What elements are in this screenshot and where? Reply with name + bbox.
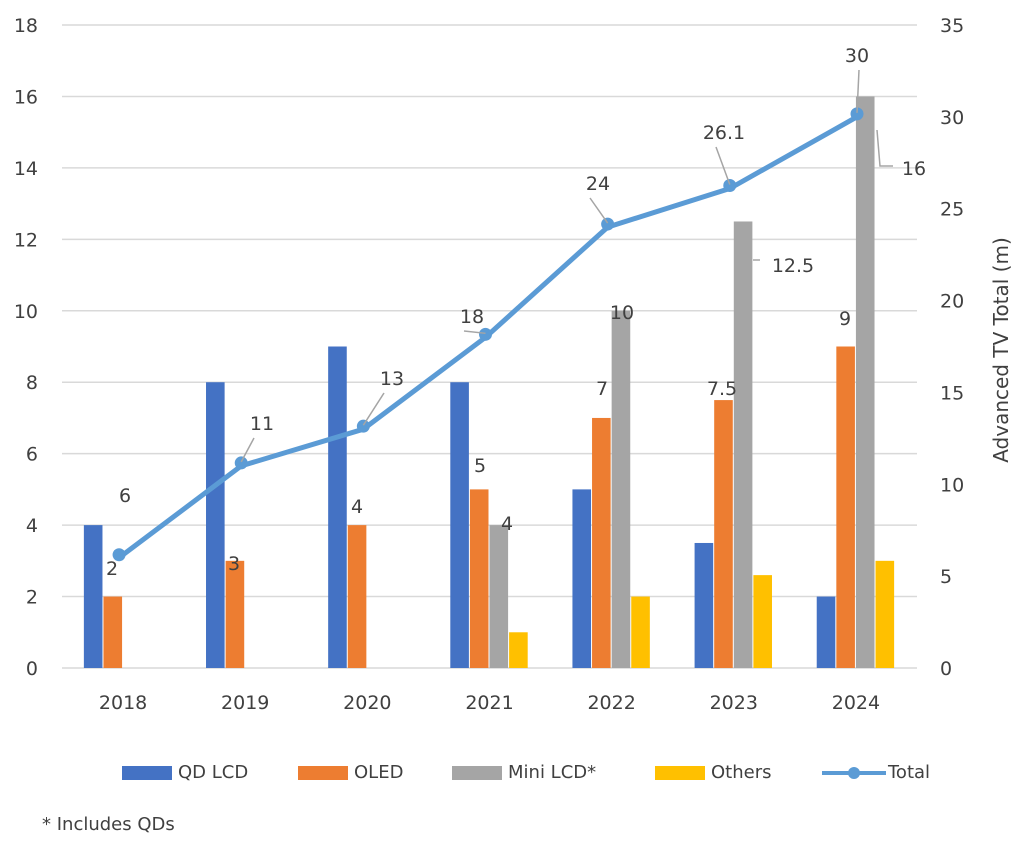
data-label-oled: 4 (351, 496, 363, 518)
y-right-tick-label: 30 (940, 107, 964, 129)
y-left-tick-label: 10 (14, 301, 38, 323)
y-left-tick-label: 16 (14, 86, 38, 108)
bar-qd-lcd-2018 (83, 525, 103, 668)
x-tick-label: 2023 (710, 692, 758, 714)
bar-qd-lcd-2022 (572, 489, 592, 668)
y-left-tick-label: 8 (26, 372, 38, 394)
legend-label: Others (711, 762, 772, 783)
data-label-mini-lcd: 4 (501, 513, 513, 535)
x-tick-label: 2021 (465, 692, 513, 714)
y-left-tick-label: 0 (26, 658, 38, 680)
data-label-total: 13 (380, 368, 404, 390)
bar-oled-2018 (103, 596, 123, 668)
y-left-tick-label: 2 (26, 587, 38, 609)
y-right-tick-label: 20 (940, 291, 964, 313)
bar-others-2023 (753, 575, 772, 668)
data-label-mini-lcd: 12.5 (772, 255, 814, 277)
x-tick-label: 2022 (587, 692, 635, 714)
bar-others-2024 (875, 560, 895, 668)
bar-oled-2022 (592, 417, 611, 668)
data-label-mini-lcd: 16 (902, 158, 926, 180)
legend-label: OLED (354, 762, 404, 783)
legend-swatch (655, 765, 705, 780)
data-label-total: 24 (586, 173, 610, 195)
bar-qd-lcd-2023 (694, 542, 714, 668)
data-label-oled: 5 (474, 455, 486, 477)
marker-total-2019 (234, 456, 248, 470)
data-label-total: 26.1 (703, 122, 745, 144)
bar-mini-lcd--2021 (489, 525, 509, 668)
legend-item-total: Total (822, 762, 930, 783)
y-left-tick-label: 6 (26, 444, 38, 466)
x-tick-label: 2019 (221, 692, 269, 714)
leader-line (715, 146, 731, 185)
legend-label: QD LCD (178, 762, 249, 783)
bar-oled-2019 (225, 560, 245, 668)
y-right-tick-label: 5 (940, 566, 952, 588)
data-label-oled: 7 (596, 378, 608, 400)
y-right-tick-label: 25 (940, 199, 964, 221)
bar-oled-2020 (347, 525, 367, 668)
y-right-tick-label: 15 (940, 382, 964, 404)
data-label-total: 30 (845, 45, 869, 67)
y-left-tick-label: 12 (14, 229, 38, 251)
marker-total-2024 (850, 107, 864, 121)
bar-mini-lcd--2022 (611, 310, 631, 668)
legend-label: Mini LCD* (508, 762, 597, 783)
marker-total-2020 (356, 419, 370, 433)
marker-total-2018 (112, 548, 126, 562)
data-label-mini-lcd: 10 (610, 302, 634, 324)
data-label-oled: 3 (228, 553, 240, 575)
marker-total-2021 (479, 327, 492, 341)
y-left-tick-label: 14 (14, 158, 38, 180)
legend-label: Total (888, 762, 931, 783)
bar-qd-lcd-2021 (450, 382, 469, 668)
legend-item-oled: OLED (298, 762, 403, 783)
bar-others-2021 (509, 632, 528, 668)
data-label-total: 11 (250, 413, 274, 435)
leader-line (876, 129, 893, 167)
bar-mini-lcd--2024 (855, 96, 875, 668)
data-label-oled: 2 (106, 558, 118, 580)
x-tick-label: 2018 (99, 692, 147, 714)
y-right-tick-label: 10 (940, 474, 964, 496)
legend-line-marker-icon (822, 766, 886, 779)
legend-item-qd-lcd: QD LCD (122, 762, 248, 783)
y-right-axis-title: Advanced TV Total (m) (989, 237, 1013, 463)
data-label-oled: 7.5 (707, 378, 737, 400)
leader-line (856, 69, 860, 113)
leader-line (463, 330, 486, 335)
legend-swatch (122, 765, 172, 780)
x-tick-label: 2024 (832, 692, 880, 714)
footnote: * Includes QDs (42, 814, 175, 835)
legend-swatch (298, 765, 348, 780)
legend-swatch (452, 765, 502, 780)
marker-total-2022 (601, 217, 615, 231)
marker-total-2023 (723, 179, 737, 193)
bar-others-2022 (631, 596, 650, 668)
bar-qd-lcd-2024 (816, 596, 836, 668)
bar-mini-lcd--2023 (733, 221, 753, 668)
data-label-total: 6 (119, 485, 131, 507)
bar-oled-2024 (836, 346, 855, 668)
bar-oled-2023 (714, 400, 733, 668)
bar-oled-2021 (469, 489, 489, 668)
y-left-tick-label: 4 (26, 515, 38, 537)
leader-line (362, 392, 385, 426)
y-right-tick-label: 0 (940, 658, 952, 680)
leader-line (589, 197, 609, 224)
data-label-oled: 9 (839, 308, 851, 330)
bar-qd-lcd-2019 (206, 382, 225, 668)
data-label-total: 18 (460, 306, 484, 328)
bar-qd-lcd-2020 (328, 346, 347, 668)
x-tick-label: 2020 (343, 692, 391, 714)
legend-item-mini-lcd: Mini LCD* (452, 762, 596, 783)
y-right-tick-label: 35 (940, 15, 964, 37)
leader-line (240, 437, 255, 463)
legend-item-others: Others (655, 762, 772, 783)
y-left-tick-label: 18 (14, 15, 38, 37)
